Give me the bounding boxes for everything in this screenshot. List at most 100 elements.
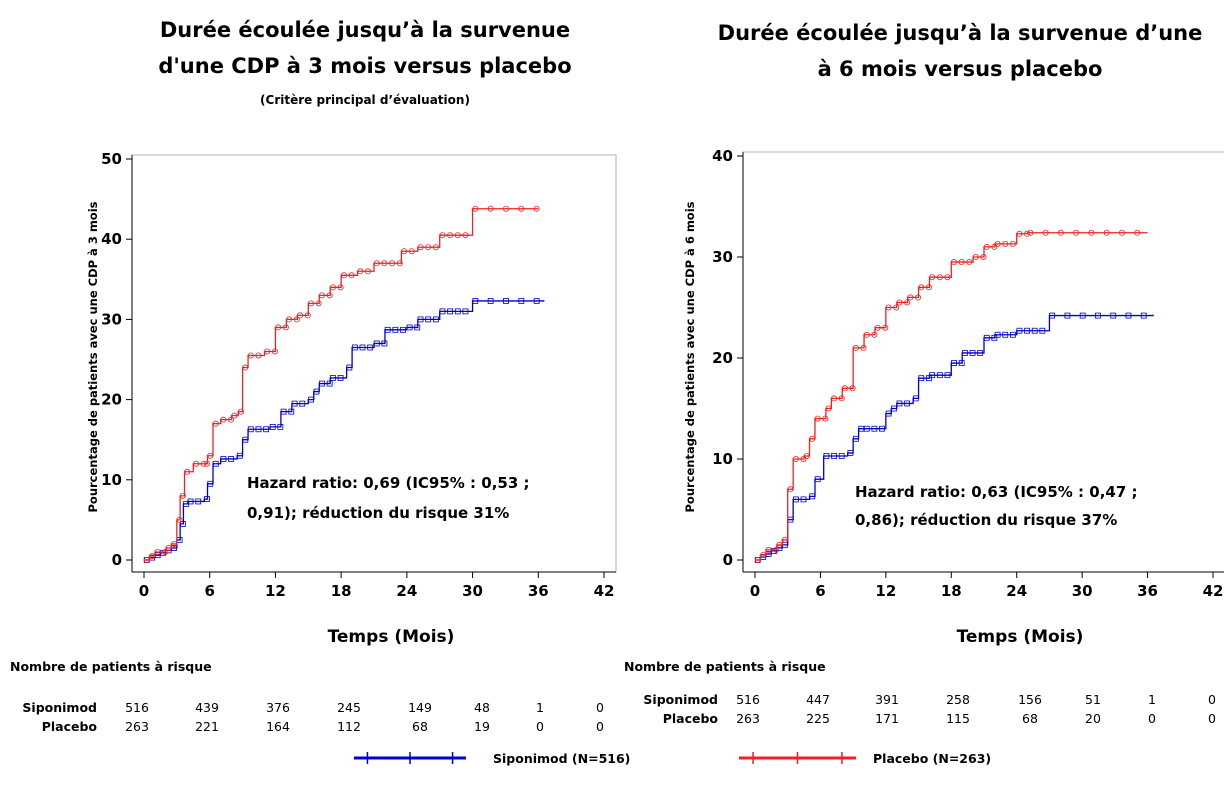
censor-mark — [1064, 312, 1071, 319]
risk-value: 149 — [408, 700, 432, 715]
censor-mark — [247, 426, 254, 433]
censor-mark — [162, 548, 169, 555]
censor-mark — [176, 516, 183, 523]
censor-mark — [1042, 229, 1049, 236]
censor-mark — [425, 244, 432, 251]
chart-1: Durée écoulée jusqu’à la survenue d'une C… — [10, 18, 617, 734]
censor-mark — [401, 248, 408, 255]
x-tick-label: 30 — [1072, 582, 1093, 600]
censor-mark — [823, 453, 830, 459]
censor-mark — [264, 348, 271, 355]
censor-mark — [518, 205, 525, 212]
censor-mark — [847, 450, 854, 456]
censor-mark — [220, 416, 227, 423]
censor-mark — [255, 352, 262, 359]
censor-mark — [417, 316, 424, 323]
risk-value: 1 — [1148, 692, 1156, 707]
censor-mark — [951, 360, 957, 366]
censor-mark — [915, 294, 922, 301]
censor-mark — [315, 300, 322, 307]
censor-mark — [297, 312, 304, 319]
x-tick-label: 12 — [265, 582, 286, 600]
censor-mark — [944, 372, 951, 379]
censor-mark — [381, 260, 388, 267]
censor-mark — [936, 274, 943, 281]
censor-mark — [171, 540, 178, 547]
censor-mark — [994, 331, 1001, 338]
y-tick-label: 0 — [112, 551, 122, 569]
risk-value: 68 — [412, 719, 428, 734]
censor-mark — [858, 425, 865, 432]
censor-mark — [1118, 229, 1125, 236]
censor-mark — [1125, 312, 1132, 319]
censor-mark — [1095, 312, 1101, 319]
censor-mark — [1016, 327, 1023, 334]
censor-mark — [236, 452, 243, 459]
risk-value: 0 — [596, 700, 604, 715]
censor-mark — [462, 232, 469, 239]
censor-mark — [1079, 312, 1086, 319]
censor-mark — [860, 344, 867, 351]
censor-mark — [1009, 331, 1016, 338]
censor-mark — [781, 536, 788, 543]
censor-mark — [487, 298, 494, 304]
risk-value: 19 — [474, 719, 490, 734]
censor-mark — [340, 272, 347, 279]
x-tick-label: 24 — [1006, 582, 1027, 600]
censor-mark — [400, 326, 406, 333]
risk-value: 0 — [1208, 692, 1216, 707]
legend-label: Siponimod (N=516) — [493, 751, 630, 766]
censor-mark — [231, 412, 238, 419]
censor-mark — [348, 272, 355, 279]
censor-mark — [326, 292, 333, 299]
censor-mark — [882, 324, 889, 331]
censor-mark — [269, 423, 276, 430]
x-tick-label: 18 — [941, 582, 962, 600]
censor-mark — [776, 541, 783, 548]
censor-mark — [263, 426, 270, 433]
censor-mark — [179, 492, 186, 499]
censor-mark — [926, 375, 932, 382]
censor-mark — [280, 408, 287, 415]
censor-mark — [1024, 327, 1030, 334]
censor-mark — [389, 260, 396, 267]
censor-mark — [326, 380, 333, 387]
risk-value: 156 — [1018, 692, 1042, 707]
censor-mark — [357, 268, 364, 275]
x-tick-label: 36 — [528, 582, 549, 600]
y-tick-label: 20 — [712, 349, 733, 367]
risk-value: 225 — [806, 711, 830, 726]
censor-mark — [242, 436, 249, 443]
risk-row-label: Placebo — [42, 719, 98, 734]
censor-mark — [1057, 229, 1064, 236]
censor-mark — [308, 396, 314, 403]
censor-mark — [277, 423, 284, 430]
censor-mark — [373, 340, 380, 347]
y-tick-label: 30 — [101, 310, 122, 328]
censor-mark — [831, 395, 838, 402]
series-siponimod-line — [755, 314, 1154, 561]
y-tick-label: 30 — [712, 248, 733, 266]
censor-mark — [966, 259, 973, 266]
censor-mark — [958, 259, 965, 266]
censor-mark — [330, 375, 336, 381]
censor-mark — [319, 380, 325, 387]
risk-value: 263 — [125, 719, 149, 734]
censor-mark — [204, 496, 210, 502]
censor-mark — [255, 426, 262, 433]
y-tick-label: 40 — [712, 147, 733, 165]
legend: Siponimod (N=516) Placebo (N=263) — [354, 751, 991, 766]
censor-mark — [803, 452, 810, 459]
censor-mark — [958, 360, 965, 366]
censor-mark — [912, 395, 919, 402]
censor-mark — [765, 546, 772, 553]
censor-mark — [904, 299, 911, 306]
censor-mark — [841, 385, 848, 392]
series-placebo-markers — [754, 229, 1141, 564]
y-axis-label: Pourcentage de patients avec une CDP à 6… — [683, 201, 697, 512]
censor-mark — [760, 551, 767, 558]
censor-mark — [179, 521, 186, 527]
censor-mark — [392, 326, 399, 333]
censor-mark — [918, 375, 925, 382]
